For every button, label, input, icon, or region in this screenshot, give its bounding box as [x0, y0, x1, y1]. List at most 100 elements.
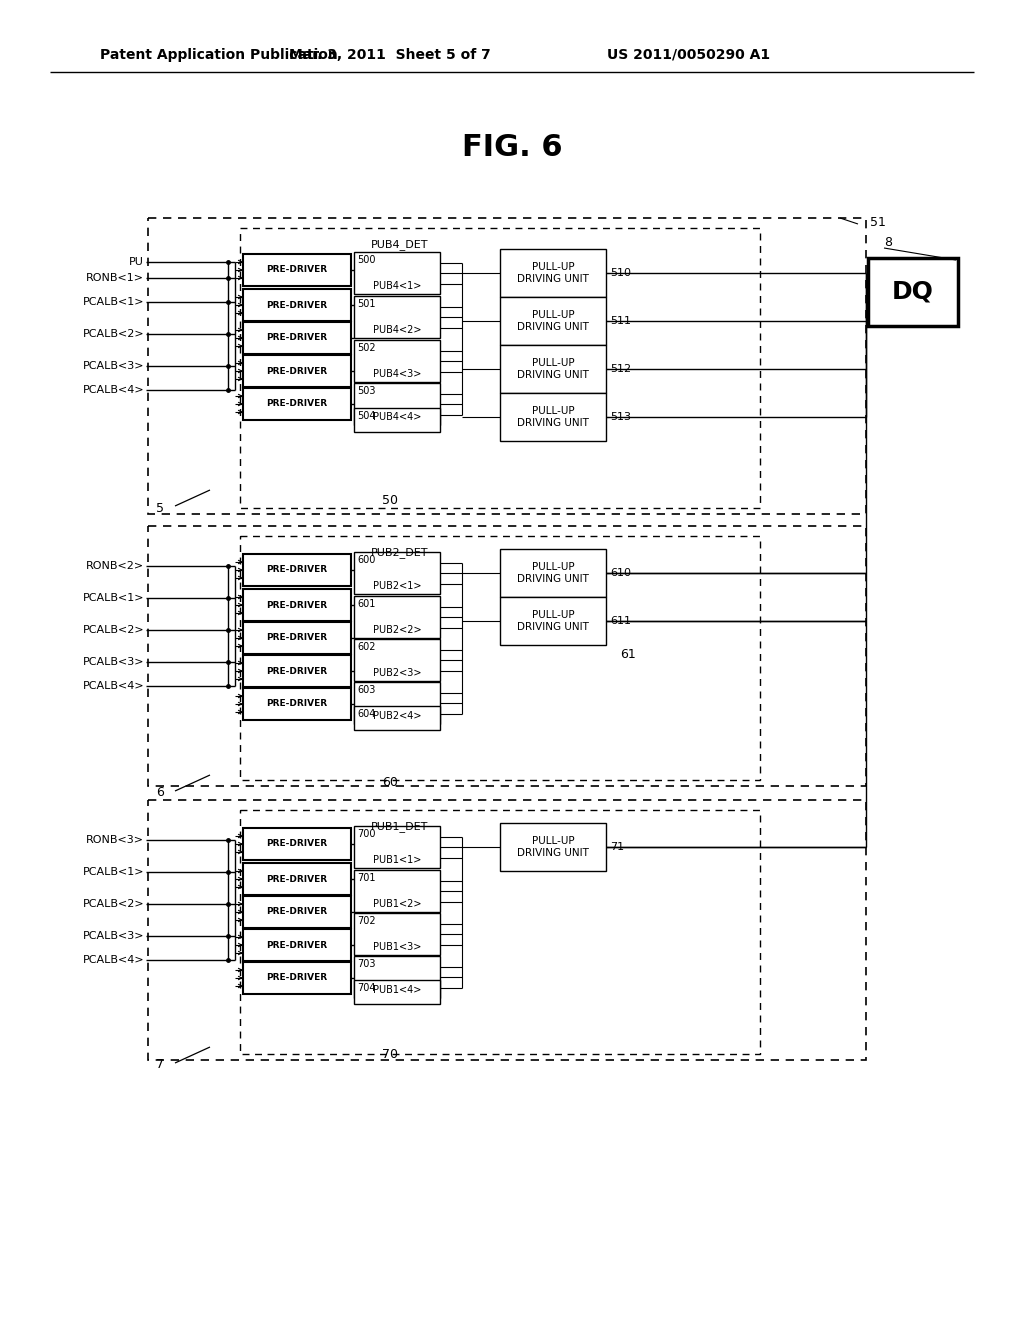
Text: PUB1_DET: PUB1_DET: [372, 821, 429, 832]
Bar: [500, 597, 606, 645]
Text: PUB1<2>: PUB1<2>: [373, 899, 421, 909]
Bar: [148, 525, 866, 785]
Text: PCALB<4>: PCALB<4>: [82, 954, 144, 965]
Text: 604: 604: [357, 709, 376, 719]
Bar: [500, 822, 606, 871]
Bar: [868, 257, 958, 326]
Bar: [243, 828, 351, 861]
Text: PCALB<1>: PCALB<1>: [83, 297, 144, 308]
Text: PUB4<4>: PUB4<4>: [373, 412, 421, 422]
Text: 502: 502: [357, 343, 376, 352]
Text: PRE-DRIVER: PRE-DRIVER: [266, 840, 328, 849]
Text: PRE-DRIVER: PRE-DRIVER: [266, 700, 328, 709]
Text: PCALB<3>: PCALB<3>: [83, 657, 144, 667]
Text: PUB2_DET: PUB2_DET: [372, 546, 429, 558]
Text: PRE-DRIVER: PRE-DRIVER: [266, 908, 328, 916]
Bar: [354, 383, 440, 425]
Text: 51: 51: [870, 215, 886, 228]
Text: PU: PU: [129, 257, 144, 267]
Text: 701: 701: [357, 873, 376, 883]
Bar: [354, 341, 440, 381]
Text: 703: 703: [357, 960, 376, 969]
Text: 602: 602: [357, 642, 376, 652]
Text: 500: 500: [357, 255, 376, 265]
Text: PUB1<1>: PUB1<1>: [373, 855, 421, 865]
Bar: [500, 393, 606, 441]
Bar: [243, 929, 351, 961]
Bar: [243, 863, 351, 895]
Text: PUB1<4>: PUB1<4>: [373, 985, 421, 995]
Bar: [243, 289, 351, 321]
Text: PULL-UP
DRIVING UNIT: PULL-UP DRIVING UNIT: [517, 610, 589, 632]
Bar: [500, 345, 606, 393]
Bar: [354, 913, 440, 954]
Text: RONB<3>: RONB<3>: [86, 836, 144, 845]
Text: PCALB<4>: PCALB<4>: [82, 681, 144, 690]
Text: PCALB<2>: PCALB<2>: [82, 899, 144, 909]
Bar: [354, 639, 440, 681]
Text: PRE-DRIVER: PRE-DRIVER: [266, 400, 328, 408]
Bar: [240, 810, 760, 1053]
Text: PULL-UP
DRIVING UNIT: PULL-UP DRIVING UNIT: [517, 836, 589, 858]
Text: 512: 512: [610, 364, 631, 374]
Bar: [243, 554, 351, 586]
Bar: [354, 956, 440, 998]
Text: 503: 503: [357, 385, 376, 396]
Bar: [500, 249, 606, 297]
Bar: [243, 688, 351, 719]
Text: RONB<1>: RONB<1>: [86, 273, 144, 282]
Text: PRE-DRIVER: PRE-DRIVER: [266, 667, 328, 676]
Text: PULL-UP
DRIVING UNIT: PULL-UP DRIVING UNIT: [517, 310, 589, 331]
Bar: [243, 896, 351, 928]
Text: FIG. 6: FIG. 6: [462, 133, 562, 162]
Text: 501: 501: [357, 300, 376, 309]
Text: PCALB<1>: PCALB<1>: [83, 593, 144, 603]
Text: PUB4_DET: PUB4_DET: [372, 239, 429, 249]
Bar: [354, 706, 440, 730]
Bar: [354, 252, 440, 294]
Text: 510: 510: [610, 268, 631, 279]
Bar: [354, 870, 440, 912]
Text: 611: 611: [610, 616, 631, 626]
Text: Mar. 3, 2011  Sheet 5 of 7: Mar. 3, 2011 Sheet 5 of 7: [289, 48, 490, 62]
Text: PRE-DRIVER: PRE-DRIVER: [266, 601, 328, 610]
Text: PCALB<3>: PCALB<3>: [83, 360, 144, 371]
Bar: [240, 228, 760, 508]
Text: 600: 600: [357, 554, 376, 565]
Text: 61: 61: [620, 648, 636, 661]
Bar: [354, 682, 440, 723]
Bar: [354, 408, 440, 432]
Bar: [240, 536, 760, 780]
Text: PRE-DRIVER: PRE-DRIVER: [266, 874, 328, 883]
Bar: [500, 297, 606, 345]
Text: 70: 70: [382, 1048, 398, 1061]
Text: 704: 704: [357, 983, 376, 993]
Text: 702: 702: [357, 916, 376, 927]
Text: 603: 603: [357, 685, 376, 696]
Text: DQ: DQ: [892, 280, 934, 304]
Text: PRE-DRIVER: PRE-DRIVER: [266, 301, 328, 309]
Bar: [354, 826, 440, 869]
Text: US 2011/0050290 A1: US 2011/0050290 A1: [607, 48, 770, 62]
Bar: [243, 388, 351, 420]
Text: 513: 513: [610, 412, 631, 422]
Text: PRE-DRIVER: PRE-DRIVER: [266, 565, 328, 574]
Text: PUB4<1>: PUB4<1>: [373, 281, 421, 290]
Text: PULL-UP
DRIVING UNIT: PULL-UP DRIVING UNIT: [517, 358, 589, 380]
Bar: [354, 597, 440, 638]
Bar: [243, 355, 351, 387]
Text: PUB2<4>: PUB2<4>: [373, 711, 421, 721]
Text: RONB<2>: RONB<2>: [86, 561, 144, 572]
Bar: [243, 589, 351, 620]
Text: PCALB<4>: PCALB<4>: [82, 385, 144, 395]
Text: PUB2<2>: PUB2<2>: [373, 624, 421, 635]
Bar: [148, 218, 866, 513]
Text: PCALB<2>: PCALB<2>: [82, 329, 144, 339]
Text: PCALB<2>: PCALB<2>: [82, 624, 144, 635]
Text: PRE-DRIVER: PRE-DRIVER: [266, 265, 328, 275]
Text: 504: 504: [357, 411, 376, 421]
Bar: [500, 549, 606, 597]
Text: PUB1<3>: PUB1<3>: [373, 942, 421, 952]
Text: 6: 6: [156, 787, 164, 800]
Text: PRE-DRIVER: PRE-DRIVER: [266, 974, 328, 982]
